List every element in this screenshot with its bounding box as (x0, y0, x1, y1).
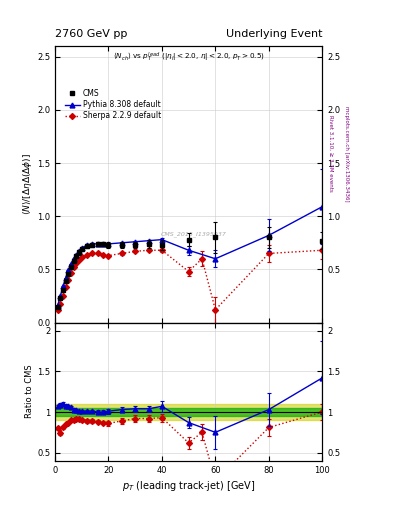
Bar (55, 404, 322, 420)
Text: Underlying Event: Underlying Event (226, 29, 322, 39)
Text: CMS_2015_I1395937: CMS_2015_I1395937 (161, 231, 227, 237)
Text: 2760 GeV pp: 2760 GeV pp (55, 29, 127, 39)
Bar (55, 408, 322, 416)
Text: Rivet 3.1.10, ≥ 3.3M events: Rivet 3.1.10, ≥ 3.3M events (328, 115, 333, 192)
X-axis label: $p_T$ (leading track-jet) [GeV]: $p_T$ (leading track-jet) [GeV] (122, 479, 255, 493)
Y-axis label: $\langle N\rangle/[\Delta\eta\Delta(\Delta\phi)]$: $\langle N\rangle/[\Delta\eta\Delta(\Del… (21, 153, 34, 216)
Legend: CMS, Pythia 8.308 default, Sherpa 2.2.9 default: CMS, Pythia 8.308 default, Sherpa 2.2.9 … (62, 86, 164, 123)
Text: mcplots.cern.ch [arXiv:1306.3436]: mcplots.cern.ch [arXiv:1306.3436] (344, 106, 349, 201)
Text: $\langle N_{ch}\rangle$ vs $p_T^{lead}$ ($|\eta_l|<2.0$, $\eta|<2.0$, $p_T>0.5$): $\langle N_{ch}\rangle$ vs $p_T^{lead}$ … (113, 50, 264, 63)
Y-axis label: Ratio to CMS: Ratio to CMS (25, 365, 34, 418)
